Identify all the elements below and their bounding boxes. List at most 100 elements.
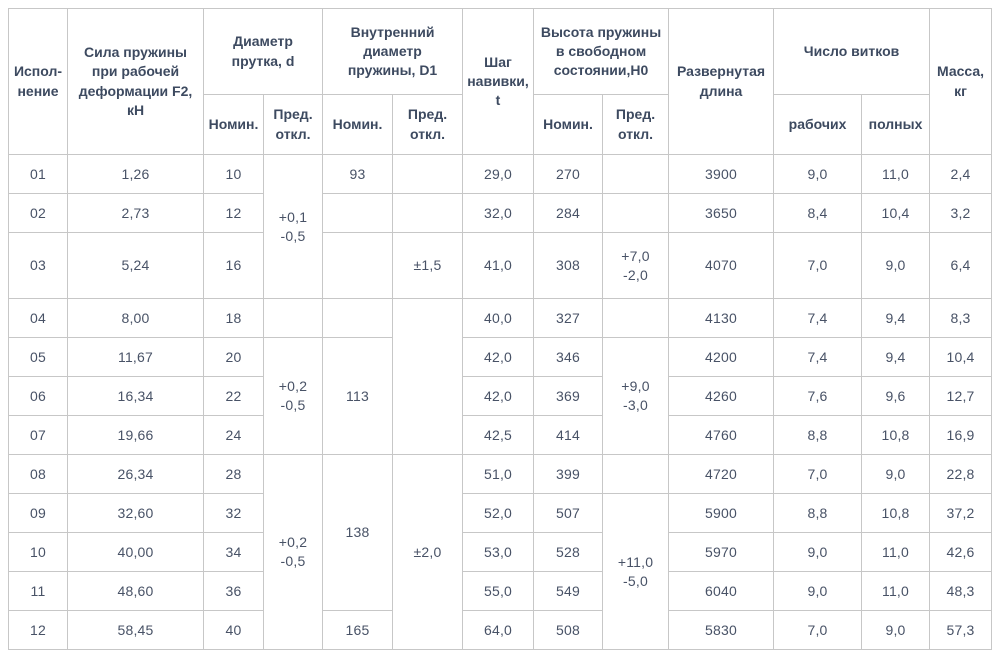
table-cell: 06	[8, 376, 68, 416]
table-cell: 8,8	[773, 415, 863, 455]
table-row: 10 40,00 34 53,0 528 5970 9,0 11,0 42,6	[8, 532, 993, 572]
table-cell: 4260	[668, 376, 775, 416]
table-cell: 36	[203, 571, 264, 611]
table-body: 01 1,26 10 +0,1 -0,5 93 29,0 270 3900 9,0 11,0 2,4…	[8, 154, 993, 650]
spring-parameters-table: Испол- нение Сила пружины при рабочей де…	[8, 8, 993, 650]
table-cell: 32,0	[462, 193, 535, 233]
table-row: 05 11,67 20 +0,2 -0,5 113 42,0 346 +9,0 -3,0 420…	[8, 337, 993, 455]
table-cell: 02	[8, 193, 68, 233]
table-cell: 55,0	[462, 571, 535, 611]
table-cell: 03	[8, 232, 68, 299]
header-h0-nomin: Номин.	[533, 94, 604, 155]
table-cell: 10,8	[861, 415, 931, 455]
table-cell: 42,0	[462, 376, 535, 416]
header-razvernutaya-dlina: Развернутая длина	[668, 8, 775, 155]
table-cell: 10,8	[861, 493, 931, 533]
table-cell: +0,1 -0,5	[262, 154, 324, 299]
table-cell: 4720	[668, 454, 775, 494]
table-cell: 16,9	[929, 415, 993, 455]
table-cell: 2,4	[929, 154, 993, 194]
header-row-1: Испол- нение Сила пружины при рабочей де…	[8, 8, 993, 155]
header-row-2: Номин. Пред. откл. Номин. Пред. откл. Но…	[9, 94, 992, 155]
table-cell: 9,0	[773, 154, 863, 194]
table-cell: 399	[533, 454, 604, 494]
header-vnutrenniy-diametr: Внутренний диаметр пружины, D1	[322, 8, 464, 95]
table-cell: 53,0	[462, 532, 535, 572]
table-cell: 7,0	[773, 610, 863, 650]
table-cell: 8,00	[67, 298, 204, 338]
header-sila-f2: Сила пружины при рабочей деформации F2, …	[67, 8, 204, 155]
table-cell: 57,3	[929, 610, 993, 650]
header-d1-nomin: Номин.	[322, 94, 394, 155]
table-cell: 6040	[668, 571, 775, 611]
table-cell: 11,0	[861, 532, 931, 572]
table-cell: 9,0	[861, 232, 931, 299]
table-cell: 9,4	[861, 337, 931, 377]
table-cell: 9,0	[861, 454, 931, 494]
table-cell: +7,0 -2,0	[602, 232, 670, 299]
header-chislo-vitkov: Число витков	[773, 8, 931, 95]
header-d-pred-otkl: Пред. откл.	[262, 94, 324, 155]
table-row: 09 32,60 32 52,0 507 +11,0 -5,0 5900 8,8 10,8 37,…	[8, 493, 993, 650]
table-cell: 40	[203, 610, 264, 650]
table-cell: 09	[8, 493, 68, 533]
table-cell: 37,2	[929, 493, 993, 533]
table-cell	[322, 193, 394, 233]
header-vitki-polnyh: полных	[861, 94, 931, 155]
table-cell: 01	[8, 154, 68, 194]
table-cell: 11	[8, 571, 68, 611]
table-cell: 508	[533, 610, 604, 650]
table-row: 01 1,26 10 +0,1 -0,5 93 29,0 270 3900 9,0 11,0 2,4	[8, 154, 993, 299]
table-cell: 6,4	[929, 232, 993, 299]
table-cell: 9,0	[773, 571, 863, 611]
table-cell: 48,3	[929, 571, 993, 611]
header-d1-pred-otkl: Пред. откл.	[392, 94, 464, 155]
table-cell: 4760	[668, 415, 775, 455]
table-cell	[322, 298, 394, 338]
table-cell: 18	[203, 298, 264, 338]
table-cell: 04	[8, 298, 68, 338]
table-cell: 26,34	[67, 454, 204, 494]
table-cell: 3,2	[929, 193, 993, 233]
table-header: Испол- нение Сила пружины при рабочей де…	[8, 8, 993, 155]
table-cell: 24	[203, 415, 264, 455]
table-cell: 11,0	[861, 154, 931, 194]
table-cell: 5970	[668, 532, 775, 572]
table-cell: 528	[533, 532, 604, 572]
table-cell: 22	[203, 376, 264, 416]
table-cell: +11,0 -5,0	[602, 493, 670, 650]
table-cell: 8,3	[929, 298, 993, 338]
table-cell: 9,4	[861, 298, 931, 338]
table-cell	[262, 298, 324, 338]
header-shag-navivki: Шаг навивки, t	[462, 8, 535, 155]
table-cell: 16	[203, 232, 264, 299]
table-cell: 41,0	[462, 232, 535, 299]
table-cell: 7,6	[773, 376, 863, 416]
table-row: 07 19,66 24 42,5 414 4760 8,8 10,8 16,9	[8, 415, 993, 455]
table-cell: 10,4	[861, 193, 931, 233]
table-cell: 284	[533, 193, 604, 233]
table-cell: +0,2 -0,5	[262, 454, 324, 650]
table-cell: 64,0	[462, 610, 535, 650]
table-cell	[392, 193, 464, 233]
table-cell: +9,0 -3,0	[602, 337, 670, 455]
table-cell: 346	[533, 337, 604, 377]
table-cell: 19,66	[67, 415, 204, 455]
table-row: 12 58,45 40 165 64,0 508 5830 7,0 9,0 57,3	[8, 610, 993, 650]
table-row: 08 26,34 28 +0,2 -0,5 138 ±2,0 51,0 399 4720 7,0 9…	[8, 454, 993, 650]
table-cell: 7,4	[773, 337, 863, 377]
table-cell: 58,45	[67, 610, 204, 650]
table-cell: 270	[533, 154, 604, 194]
table-cell: 3900	[668, 154, 775, 194]
table-cell: 9,0	[773, 532, 863, 572]
table-cell: 42,0	[462, 337, 535, 377]
table-cell: 11,0	[861, 571, 931, 611]
table-cell: 28	[203, 454, 264, 494]
table-cell: 29,0	[462, 154, 535, 194]
table-cell: 07	[8, 415, 68, 455]
table-cell: 93	[322, 154, 394, 194]
table-cell: 20	[203, 337, 264, 377]
table-cell	[602, 298, 670, 338]
table-cell: 8,4	[773, 193, 863, 233]
